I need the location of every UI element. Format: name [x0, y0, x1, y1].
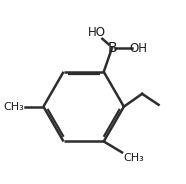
Text: B: B	[107, 41, 117, 55]
Text: CH₃: CH₃	[123, 153, 144, 163]
Text: CH₃: CH₃	[4, 102, 24, 112]
Text: HO: HO	[88, 26, 106, 39]
Text: OH: OH	[129, 42, 147, 54]
